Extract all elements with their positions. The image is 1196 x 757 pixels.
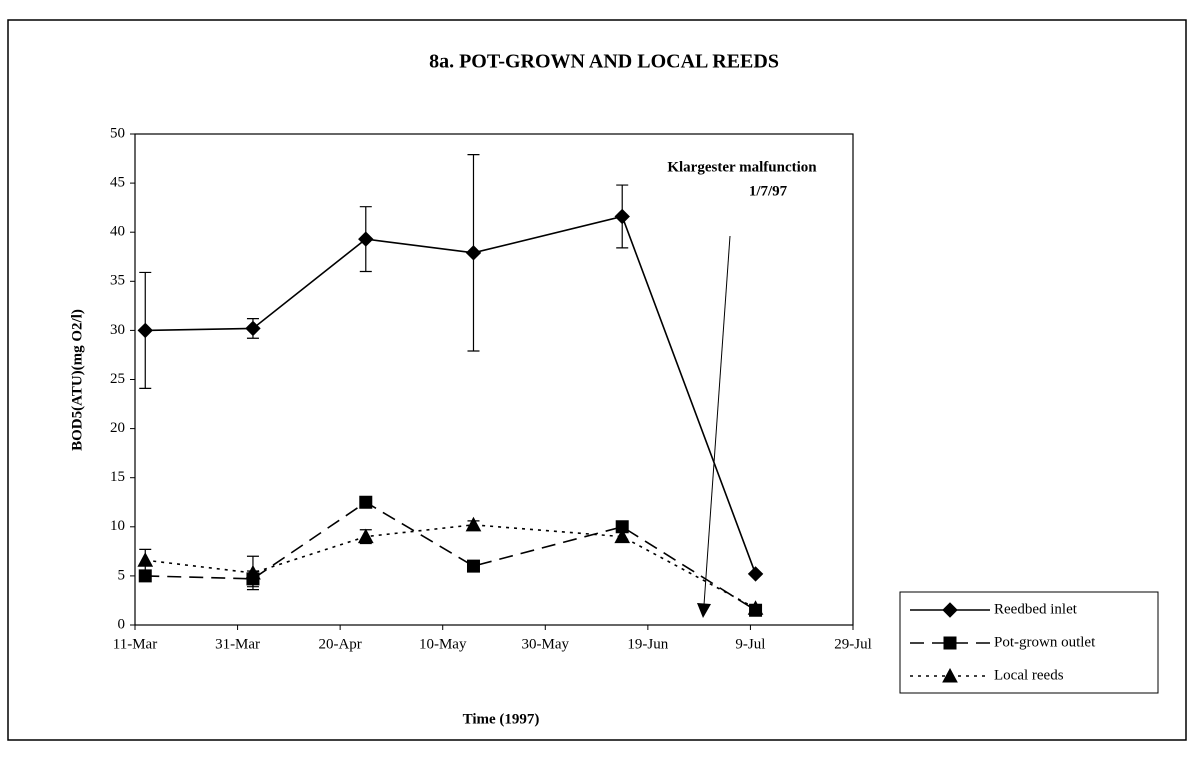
annotation-arrow — [703, 235, 731, 606]
legend-marker — [942, 667, 958, 683]
point — [137, 552, 154, 567]
point — [137, 322, 153, 339]
chart-title: 8a. POT-GROWN AND LOCAL REEDS — [429, 51, 779, 73]
point — [465, 516, 482, 532]
annotation: 1/7/97 — [749, 183, 788, 199]
series-line — [145, 501, 756, 611]
y-axis-label: BOD5(ATU)(mg O2/l) — [69, 309, 85, 451]
point — [359, 495, 373, 509]
x-tick-label: 20-Apr — [318, 636, 361, 652]
x-tick-label: 31-Mar — [215, 636, 260, 652]
point — [357, 528, 374, 544]
y-tick-label: 50 — [110, 125, 125, 141]
y-tick-label: 30 — [110, 322, 125, 338]
point — [465, 245, 482, 261]
annotation: Klargester malfunction — [667, 159, 817, 175]
series-line — [145, 524, 756, 610]
point — [245, 320, 261, 337]
arrow-head — [697, 603, 711, 618]
y-tick-label: 10 — [110, 518, 125, 534]
plot-area — [134, 133, 854, 626]
point — [614, 528, 631, 544]
x-tick-label: 19-Jun — [627, 636, 668, 652]
point — [615, 520, 629, 534]
legend-marker — [942, 602, 958, 618]
x-axis-label: Time (1997) — [463, 711, 540, 727]
y-tick-label: 0 — [118, 616, 126, 632]
legend-label: Local reeds — [994, 667, 1064, 683]
legend-label: Pot-grown outlet — [994, 634, 1096, 650]
frame — [7, 19, 1187, 741]
y-tick-label: 5 — [118, 567, 126, 583]
point — [747, 600, 764, 615]
y-tick-label: 35 — [110, 273, 125, 289]
y-tick-label: 25 — [110, 371, 125, 387]
y-tick-label: 15 — [110, 469, 125, 485]
x-tick-label: 10-May — [419, 636, 467, 652]
series-line — [145, 215, 757, 575]
y-tick-label: 20 — [110, 420, 125, 436]
point — [747, 566, 764, 582]
point — [138, 569, 152, 583]
point — [245, 564, 261, 580]
x-tick-label: 9-Jul — [735, 636, 765, 652]
y-tick-label: 40 — [110, 224, 125, 240]
y-tick-label: 45 — [110, 175, 125, 191]
legend-marker — [943, 636, 957, 650]
point — [466, 559, 480, 573]
x-tick-label: 11-Mar — [113, 636, 157, 652]
point — [614, 208, 630, 225]
x-tick-label: 30-May — [522, 636, 570, 652]
point — [358, 231, 374, 247]
legend-label: Reedbed inlet — [994, 601, 1078, 617]
x-tick-label: 29-Jul — [834, 636, 872, 652]
